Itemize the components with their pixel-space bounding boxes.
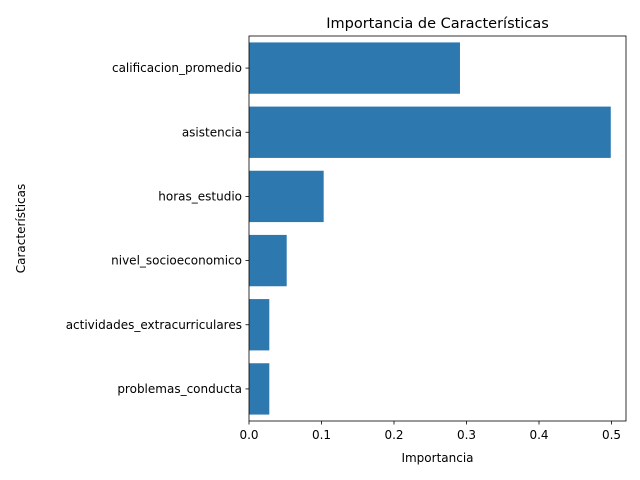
bar-problemas_conducta <box>249 363 270 415</box>
y-tick-label: actividades_extracurriculares <box>66 318 242 332</box>
chart-title: Importancia de Características <box>326 16 549 32</box>
y-tick-label: asistencia <box>182 125 242 139</box>
x-tick-label: 0.2 <box>384 428 403 442</box>
bar-horas_estudio <box>249 170 324 223</box>
bar-asistencia <box>249 106 611 158</box>
y-tick-label: nivel_socioeconomico <box>111 254 242 268</box>
x-axis-label: Importancia <box>401 451 473 465</box>
plot-frame <box>248 35 627 422</box>
y-tick-label: horas_estudio <box>158 189 242 203</box>
x-tick-label: 0.0 <box>239 428 258 442</box>
bar-calificacion_promedio <box>249 42 460 94</box>
y-tick-label: problemas_conducta <box>117 382 242 396</box>
x-tick-label: 0.5 <box>602 428 621 442</box>
y-axis-ticks: calificacion_promedio asistencia horas_est… <box>66 61 249 396</box>
y-axis-label: Características <box>14 184 28 273</box>
y-tick-label: calificacion_promedio <box>112 61 242 75</box>
x-tick-label: 0.3 <box>457 428 476 442</box>
bars-group <box>249 42 611 415</box>
x-tick-label: 0.1 <box>312 428 331 442</box>
x-axis-ticks: 0.0 0.1 0.2 0.3 0.4 0.5 <box>239 421 621 442</box>
bar-nivel_socioeconomico <box>249 234 287 287</box>
bar-actividades_extracurriculares <box>249 299 270 351</box>
x-tick-label: 0.4 <box>529 428 548 442</box>
